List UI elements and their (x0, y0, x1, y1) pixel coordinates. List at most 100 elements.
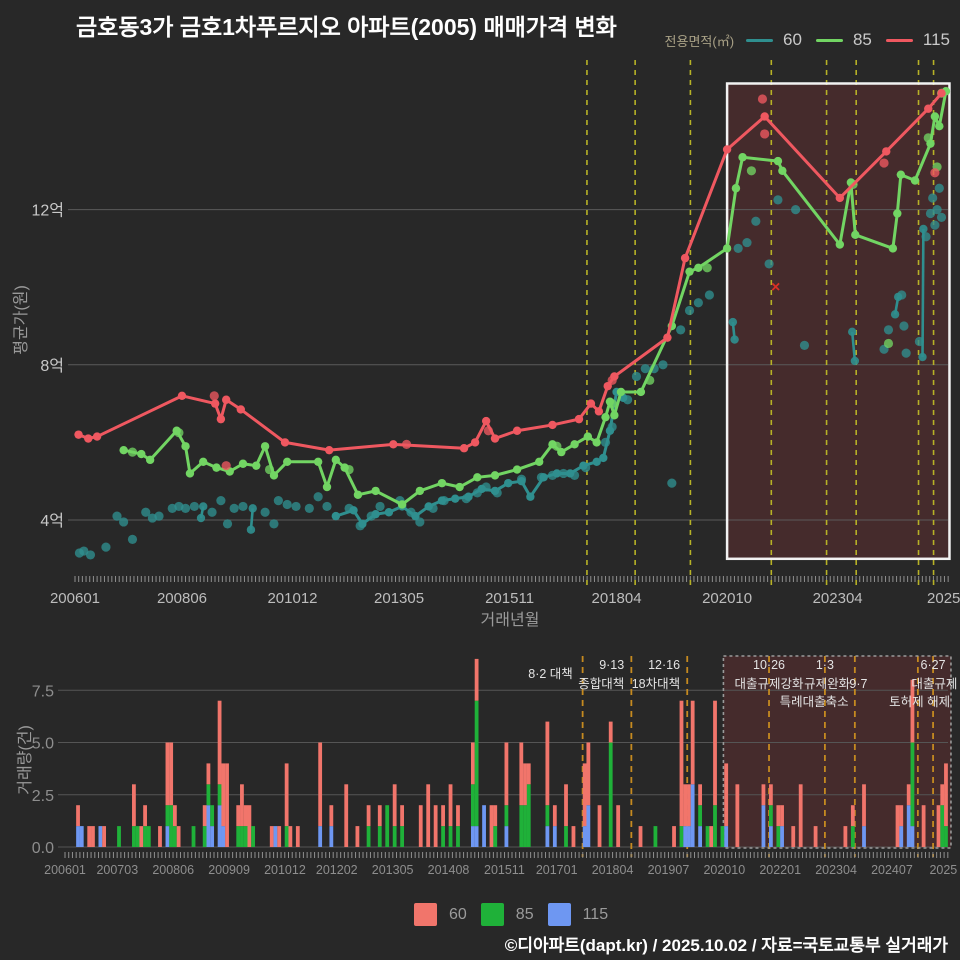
volume-bar-115[interactable] (504, 826, 509, 847)
volume-bar-85[interactable] (705, 826, 710, 847)
line-marker[interactable] (526, 492, 535, 501)
line-marker[interactable] (280, 438, 290, 447)
volume-bar-115[interactable] (206, 805, 211, 847)
volume-bar-60[interactable] (225, 763, 229, 847)
volume-bar-85[interactable] (172, 826, 177, 847)
volume-bar-115[interactable] (698, 826, 703, 847)
volume-bar-115[interactable] (79, 826, 84, 847)
scatter-point[interactable] (925, 208, 936, 219)
line-marker[interactable] (451, 494, 460, 503)
volume-bar-60[interactable] (344, 784, 349, 847)
volume-bar-60[interactable] (552, 805, 557, 827)
line-marker[interactable] (504, 478, 513, 488)
volume-bar-60[interactable] (780, 805, 784, 827)
volume-bar-60[interactable] (456, 805, 460, 827)
line-marker[interactable] (722, 145, 732, 154)
volume-bar-85[interactable] (251, 826, 256, 847)
volume-bar-60[interactable] (582, 763, 587, 827)
volume-bar-60[interactable] (158, 826, 162, 847)
scatter-point[interactable] (704, 290, 715, 300)
volume-bar-60[interactable] (713, 700, 717, 806)
scatter-point[interactable] (757, 94, 768, 104)
scatter-point[interactable] (879, 158, 889, 168)
volume-bar-60[interactable] (698, 784, 703, 806)
line-marker[interactable] (248, 504, 257, 513)
volume-bar-60[interactable] (683, 784, 688, 827)
line-marker[interactable] (212, 463, 221, 472)
volume-bar-115[interactable] (586, 805, 591, 847)
line-marker[interactable] (481, 416, 491, 426)
volume-bar-85[interactable] (240, 826, 244, 847)
line-marker[interactable] (437, 478, 447, 488)
volume-bar-85[interactable] (210, 805, 215, 827)
volume-bar-85[interactable] (448, 826, 453, 847)
scatter-point[interactable] (936, 212, 947, 222)
volume-bar-85[interactable] (564, 826, 568, 847)
volume-bar-60[interactable] (243, 805, 248, 827)
volume-bar-60[interactable] (504, 742, 509, 806)
scatter-point[interactable] (273, 496, 283, 506)
volume-bar-60[interactable] (318, 742, 323, 827)
scatter-point[interactable] (207, 507, 217, 517)
volume-bar-60[interactable] (277, 826, 282, 847)
volume-bar-60[interactable] (176, 826, 181, 847)
line-marker[interactable] (918, 352, 927, 362)
volume-bar-115[interactable] (165, 826, 170, 847)
volume-bar-115[interactable] (217, 805, 222, 847)
scatter-point[interactable] (375, 501, 385, 512)
volume-bar-60[interactable] (638, 826, 643, 847)
line-marker[interactable] (512, 465, 522, 474)
volume-bar-60[interactable] (165, 742, 170, 806)
volume-bar-60[interactable] (448, 784, 453, 827)
line-marker[interactable] (455, 482, 464, 492)
volume-bar-60[interactable] (284, 763, 289, 827)
scatter-point[interactable] (930, 168, 940, 178)
line-marker[interactable] (221, 395, 231, 404)
volume-bar-60[interactable] (709, 826, 714, 847)
volume-bar-60[interactable] (132, 784, 136, 827)
volume-bar-60[interactable] (616, 805, 621, 847)
volume-bar-85[interactable] (146, 826, 151, 847)
volume-bar-115[interactable] (273, 826, 278, 847)
scatter-point[interactable] (127, 534, 138, 545)
volume-bar-115[interactable] (761, 805, 766, 847)
scatter-point[interactable] (112, 511, 122, 521)
volume-bar-60[interactable] (791, 826, 796, 847)
volume-bar-115[interactable] (545, 826, 550, 847)
line-marker[interactable] (464, 492, 473, 501)
scatter-point[interactable] (684, 305, 695, 316)
volume-bar-85[interactable] (720, 826, 725, 847)
volume-bar-85[interactable] (910, 742, 915, 827)
scatter-point[interactable] (304, 503, 314, 513)
volume-bar-115[interactable] (899, 826, 904, 847)
line-marker[interactable] (238, 459, 248, 468)
volume-bar-115[interactable] (470, 826, 475, 847)
volume-bar-115[interactable] (687, 826, 691, 847)
line-marker[interactable] (415, 486, 425, 496)
line-marker[interactable] (722, 244, 732, 253)
volume-bar-85[interactable] (191, 826, 196, 847)
line-marker[interactable] (331, 455, 341, 465)
volume-bar-60[interactable] (545, 721, 550, 806)
line-marker[interactable] (738, 153, 747, 162)
volume-bar-115[interactable] (329, 826, 334, 847)
volume-bar-60[interactable] (843, 826, 848, 847)
volume-bar-115[interactable] (910, 826, 915, 847)
line-marker[interactable] (557, 447, 566, 457)
area-legend-item-85[interactable]: 85 (815, 30, 872, 50)
scatter-point[interactable] (229, 503, 239, 513)
line-marker[interactable] (196, 513, 206, 523)
volume-bar-60[interactable] (217, 700, 222, 785)
volume-bar-85[interactable] (504, 805, 509, 827)
volume-bar-60[interactable] (690, 700, 695, 785)
volume-bar-85[interactable] (526, 784, 531, 847)
line-marker[interactable] (397, 500, 407, 509)
volume-bar-85[interactable] (441, 826, 445, 847)
scatter-point[interactable] (189, 501, 199, 512)
volume-bar-60[interactable] (240, 784, 244, 827)
line-marker[interactable] (548, 440, 557, 449)
line-marker[interactable] (592, 438, 601, 447)
scatter-point[interactable] (631, 371, 642, 382)
scatter-point[interactable] (746, 166, 757, 176)
scatter-point[interactable] (751, 216, 761, 226)
